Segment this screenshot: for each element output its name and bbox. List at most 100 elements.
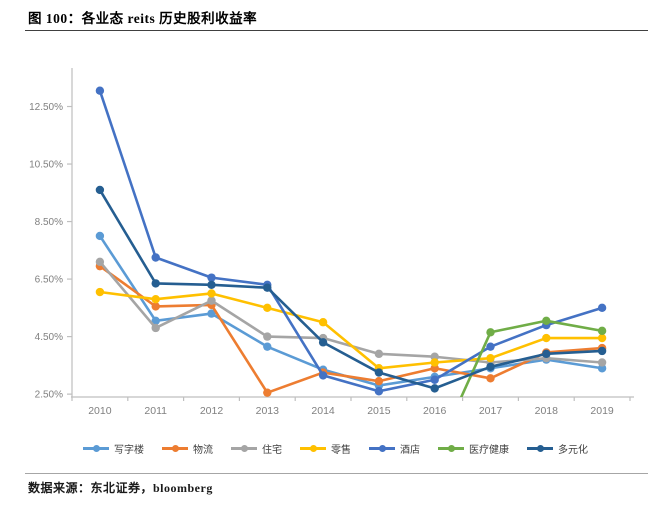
series-logistics <box>95 261 607 397</box>
legend-marker-healthcare <box>438 445 464 453</box>
data-point-residential-2015 <box>374 349 384 359</box>
data-point-office-2010 <box>95 231 105 241</box>
data-point-retail-2017 <box>486 353 495 363</box>
series-healthcare <box>459 316 607 397</box>
data-point-logistics-2013 <box>263 388 272 397</box>
y-axis-label: 12.50% <box>29 102 63 113</box>
y-axis-label: 2.50% <box>35 390 63 401</box>
legend-item-retail: 零售 <box>300 441 351 456</box>
legend-item-diversified: 多元化 <box>527 441 588 456</box>
legend-dot-icon <box>240 445 248 452</box>
y-axis-label: 6.50% <box>35 275 63 286</box>
data-point-hotel-2016 <box>430 375 439 384</box>
data-point-diversified-2012 <box>207 280 216 290</box>
data-point-diversified-2015 <box>374 368 384 377</box>
data-point-retail-2014 <box>318 318 328 327</box>
series-line-logistics <box>99 265 603 394</box>
chart-legend: 写字楼 物流 住宅 零售 酒店 医疗健康 多元化 <box>0 441 671 456</box>
series-line-hotel <box>98 90 603 393</box>
data-point-residential-2010 <box>95 257 105 267</box>
data-point-logistics-2011 <box>151 302 160 311</box>
legend-label-retail: 零售 <box>331 445 351 456</box>
footer-divider <box>25 473 648 474</box>
series-diversified <box>95 185 607 393</box>
legend-label-office: 写字楼 <box>114 445 144 456</box>
x-axis-label: 2018 <box>535 405 559 417</box>
legend-item-office: 写字楼 <box>83 441 144 456</box>
series-residential <box>95 257 607 367</box>
data-point-retail-2013 <box>263 303 272 313</box>
data-point-office-2011 <box>151 316 160 325</box>
line-chart: 12.50% 10.50% 8.50% 6.50% 4.50% 2.50% 2010 2011… <box>29 68 634 417</box>
data-point-healthcare-2017 <box>486 328 495 337</box>
x-axis-label: 2010 <box>88 405 112 417</box>
x-axis-label: 2012 <box>200 405 224 417</box>
data-point-hotel-2010 <box>95 86 105 95</box>
data-point-diversified-2010 <box>95 185 105 195</box>
title-divider <box>25 30 648 31</box>
x-axis-label: 2011 <box>144 405 167 417</box>
x-axis-label: 2014 <box>311 405 335 417</box>
data-point-healthcare-2018 <box>542 316 551 325</box>
source-note: 数据来源：东北证券，bloomberg <box>28 481 213 495</box>
data-point-diversified-2019 <box>597 346 607 356</box>
data-point-diversified-2018 <box>542 349 551 359</box>
legend-marker-diversified <box>527 445 553 453</box>
data-point-diversified-2017 <box>486 362 495 372</box>
legend-item-residential: 住宅 <box>231 441 282 456</box>
legend-marker-residential <box>231 445 257 453</box>
legend-dot-icon <box>92 445 100 452</box>
legend-item-healthcare: 医疗健康 <box>438 441 509 456</box>
data-point-residential-2016 <box>430 352 439 361</box>
legend-marker-hotel <box>369 445 395 453</box>
legend-dot-icon <box>447 445 455 452</box>
data-point-residential-2013 <box>263 332 272 341</box>
data-point-residential-2019 <box>597 358 607 367</box>
legend-label-logistics: 物流 <box>193 445 213 456</box>
legend-label-healthcare: 医疗健康 <box>469 445 509 456</box>
data-point-retail-2016 <box>430 358 439 367</box>
data-point-residential-2012 <box>207 296 216 305</box>
data-point-office-2013 <box>263 342 272 351</box>
data-point-retail-2018 <box>542 333 551 343</box>
data-point-logistics-2017 <box>486 374 495 383</box>
data-point-retail-2010 <box>95 287 105 297</box>
series-line-diversified <box>98 189 603 390</box>
x-axis-label: 2016 <box>423 405 447 417</box>
series-hotel <box>95 86 607 396</box>
data-point-diversified-2011 <box>151 279 160 288</box>
legend-marker-logistics <box>162 445 188 453</box>
x-axis-label: 2013 <box>256 405 280 417</box>
legend-label-residential: 住宅 <box>262 445 282 456</box>
legend-marker-office <box>83 445 109 453</box>
data-point-hotel-2015 <box>374 387 384 396</box>
data-point-hotel-2012 <box>207 273 216 282</box>
series-line-residential <box>98 260 603 364</box>
series-retail <box>95 287 607 373</box>
data-point-office-2019 <box>597 364 607 373</box>
data-point-healthcare-2019 <box>597 326 607 336</box>
data-point-logistics-2016 <box>430 364 439 373</box>
series-line-office <box>98 235 603 387</box>
data-point-residential-2011 <box>151 323 160 333</box>
legend-item-logistics: 物流 <box>162 441 213 456</box>
legend-dot-icon <box>378 445 386 452</box>
data-point-retail-2011 <box>151 295 160 304</box>
legend-item-hotel: 酒店 <box>369 441 420 456</box>
data-point-hotel-2011 <box>151 253 160 262</box>
x-axis-label: 2017 <box>479 405 503 417</box>
x-axis-label: 2015 <box>367 405 391 417</box>
data-point-hotel-2017 <box>486 342 495 351</box>
legend-label-hotel: 酒店 <box>400 445 420 456</box>
legend-label-diversified: 多元化 <box>558 445 588 456</box>
series-line-retail <box>99 290 603 370</box>
x-axis-label: 2019 <box>590 405 614 417</box>
data-point-hotel-2019 <box>597 303 607 313</box>
data-point-diversified-2013 <box>263 283 272 292</box>
legend-dot-icon <box>536 445 544 452</box>
series-office <box>95 231 607 390</box>
y-axis-label: 8.50% <box>35 217 63 228</box>
legend-dot-icon <box>309 445 317 452</box>
data-point-retail-2019 <box>597 333 607 343</box>
